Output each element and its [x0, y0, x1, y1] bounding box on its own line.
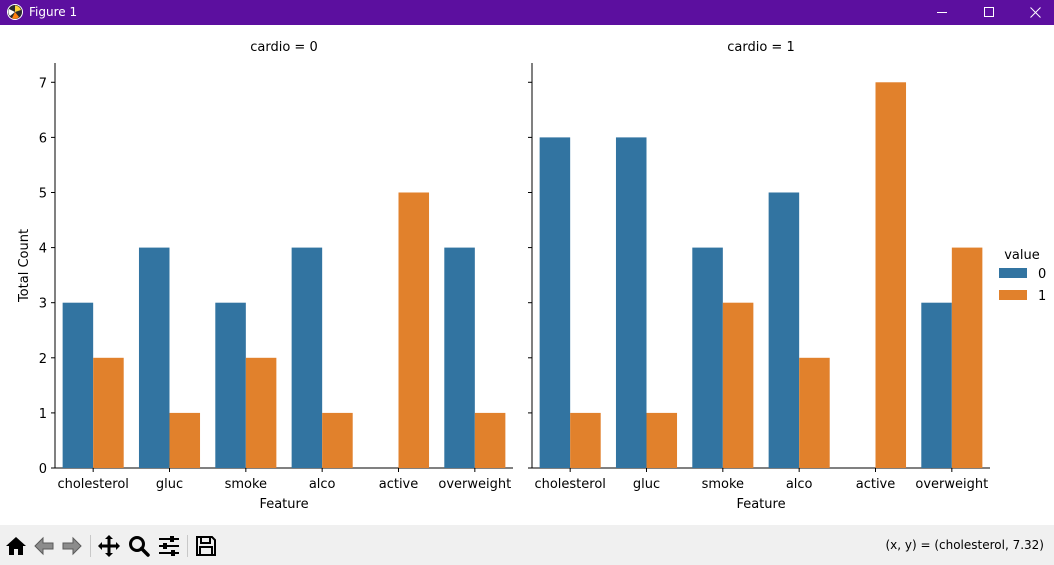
pan-button[interactable]	[96, 533, 122, 559]
x-tick-label: overweight	[915, 477, 988, 492]
legend-title: value	[1004, 248, 1040, 263]
facet-bar-chart: cardio = 0 0 1 2 3 4 5 6 7 cholesterol gluc smoke al…	[17, 40, 1046, 512]
figure-canvas[interactable]: cardio = 0 0 1 2 3 4 5 6 7 cholesterol gluc smoke al…	[0, 25, 1054, 525]
navigation-toolbar: (x, y) = (cholesterol, 7.32)	[0, 525, 1054, 565]
y-tick-label: 2	[39, 352, 47, 367]
bar-gluc-value-0	[615, 137, 647, 468]
y-tick-label: 5	[39, 186, 47, 201]
y-tick-label: 1	[39, 407, 47, 422]
y-tick-label: 7	[39, 76, 47, 91]
x-tick-label: active	[856, 477, 896, 492]
bar-overweight-value-0	[444, 247, 475, 468]
bar-overweight-value-1	[951, 247, 983, 468]
x-tick-label: active	[379, 477, 419, 492]
back-button[interactable]	[31, 533, 57, 559]
bar-smoke-value-0	[215, 302, 246, 468]
zoom-button[interactable]	[126, 533, 152, 559]
close-button[interactable]	[1012, 0, 1054, 25]
bar-cholesterol-value-1	[93, 357, 124, 468]
configure-subplots-icon	[159, 536, 179, 556]
facet-panel-cardio-0: cardio = 0 0 1 2 3 4 5 6 7 cholesterol gluc smoke al…	[17, 40, 513, 512]
maximize-icon	[983, 7, 994, 17]
bar-smoke-value-1	[245, 357, 277, 468]
close-icon	[1029, 7, 1041, 18]
bar-cholesterol-value-0	[62, 302, 94, 468]
home-button[interactable]	[3, 533, 29, 559]
bar-alco-value-1	[322, 412, 353, 468]
forward-button[interactable]	[59, 533, 85, 559]
y-tick-label: 6	[39, 131, 47, 146]
bar-cholesterol-value-1	[570, 412, 601, 468]
bar-active-value-1	[875, 82, 907, 469]
bar-gluc-value-0	[138, 247, 170, 468]
x-tick-label: alco	[786, 477, 813, 492]
bar-cholesterol-value-0	[539, 137, 571, 468]
maximize-button[interactable]	[966, 0, 1012, 25]
bar-gluc-value-1	[169, 412, 201, 468]
forward-icon	[62, 536, 82, 556]
toolbar-separator	[90, 535, 91, 557]
y-tick-label: 3	[39, 297, 47, 312]
facet-panel-cardio-1: cardio = 1 cholesterol gluc smoke alco active…	[528, 40, 990, 512]
bar-smoke-value-0	[692, 247, 723, 468]
legend-label-1: 1	[1038, 289, 1046, 304]
y-tick-label: 4	[39, 242, 47, 257]
panel-title: cardio = 1	[727, 40, 794, 55]
x-tick-label: gluc	[156, 477, 183, 492]
x-axis-label: Feature	[736, 497, 785, 512]
x-tick-label: cholesterol	[57, 477, 128, 492]
x-tick-label: gluc	[633, 477, 660, 492]
bar-alco-value-1	[799, 357, 830, 468]
home-icon	[6, 537, 26, 555]
x-tick-label: smoke	[702, 477, 744, 492]
bar-alco-value-0	[768, 192, 800, 468]
bar-alco-value-0	[291, 247, 323, 468]
minimize-icon	[936, 12, 947, 13]
bar-overweight-value-0	[921, 302, 952, 468]
app-icon	[7, 4, 23, 20]
legend: value 0 1	[999, 248, 1046, 304]
legend-swatch-1	[999, 290, 1027, 300]
zoom-icon	[129, 536, 150, 557]
bar-overweight-value-1	[474, 412, 506, 468]
configure-subplots-button[interactable]	[156, 533, 182, 559]
save-icon	[196, 536, 216, 556]
x-axis-label: Feature	[259, 497, 308, 512]
x-tick-label: overweight	[438, 477, 511, 492]
save-button[interactable]	[193, 533, 219, 559]
bar-gluc-value-1	[646, 412, 678, 468]
y-axis-label: Total Count	[17, 229, 32, 303]
back-icon	[34, 536, 54, 556]
bar-active-value-1	[398, 192, 430, 468]
toolbar-separator	[187, 535, 188, 557]
minimize-button[interactable]	[919, 0, 965, 25]
pan-icon	[98, 535, 120, 557]
legend-swatch-0	[999, 268, 1027, 278]
cursor-coordinates: (x, y) = (cholesterol, 7.32)	[885, 538, 1044, 552]
x-tick-label: alco	[309, 477, 336, 492]
bar-smoke-value-1	[722, 302, 754, 468]
x-tick-label: smoke	[225, 477, 267, 492]
window-titlebar: Figure 1	[0, 0, 1054, 25]
y-tick-label: 0	[39, 462, 47, 477]
window-title: Figure 1	[29, 5, 78, 19]
x-tick-label: cholesterol	[534, 477, 605, 492]
panel-title: cardio = 0	[250, 40, 317, 55]
legend-label-0: 0	[1038, 267, 1046, 282]
